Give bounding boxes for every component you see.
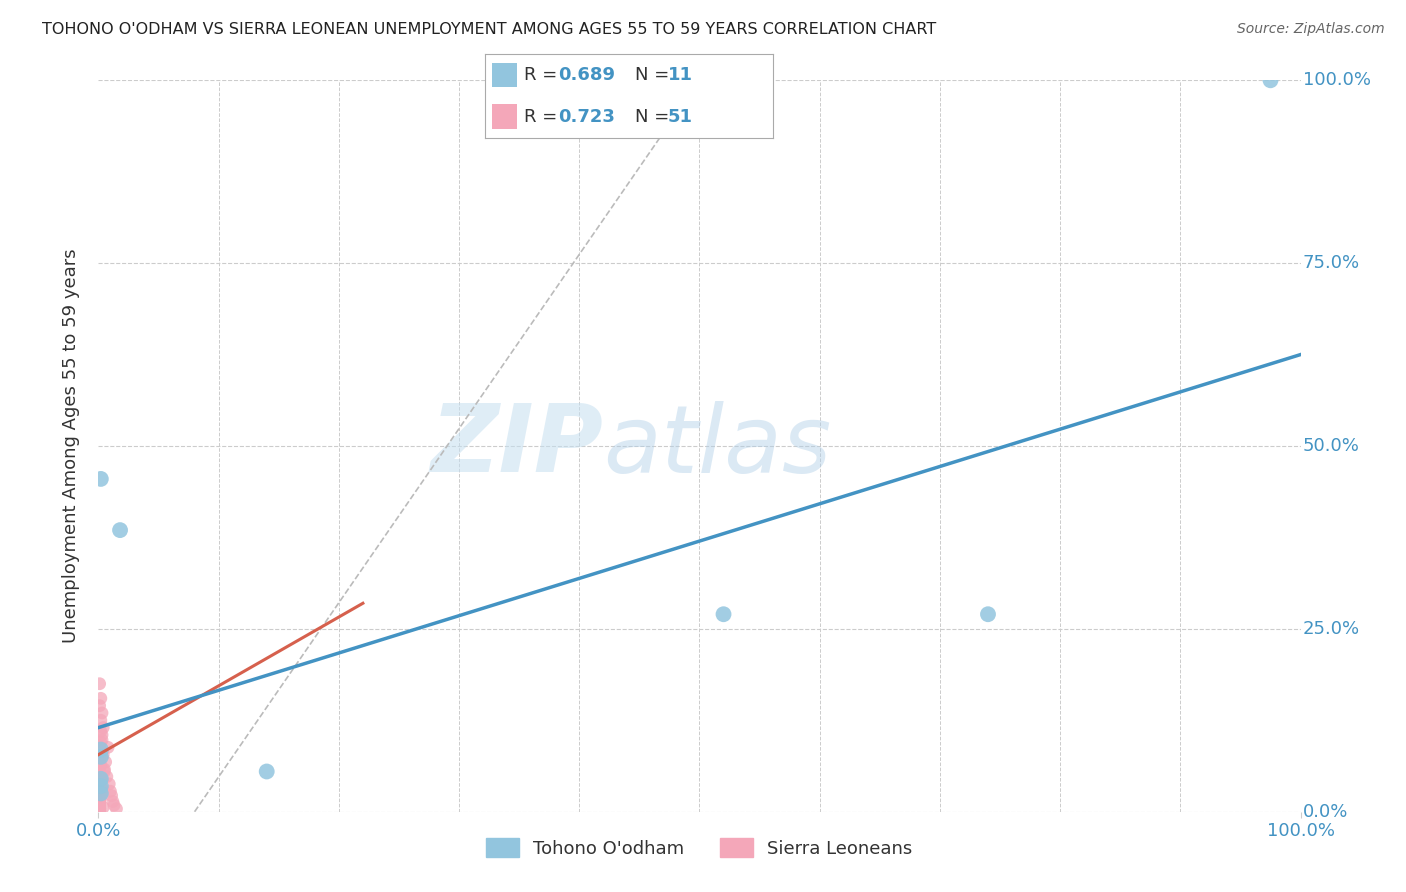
Point: [90, 780, 112, 794]
Point: [90, 742, 112, 756]
Legend: Tohono O'odham, Sierra Leoneans: Tohono O'odham, Sierra Leoneans: [479, 830, 920, 865]
Point: [89, 698, 111, 713]
Point: [91, 728, 114, 742]
Bar: [492, 104, 517, 129]
Point: [90, 749, 112, 764]
Text: Source: ZipAtlas.com: Source: ZipAtlas.com: [1237, 22, 1385, 37]
Point: [90, 772, 112, 786]
Point: [90, 724, 112, 739]
Text: N =: N =: [636, 108, 675, 126]
Point: [90, 691, 112, 706]
Point: [89, 789, 111, 803]
Y-axis label: Unemployment Among Ages 55 to 59 years: Unemployment Among Ages 55 to 59 years: [62, 249, 80, 643]
Point: [89, 792, 111, 806]
Point: [100, 784, 122, 798]
Point: [89, 787, 111, 801]
Point: [91, 733, 114, 747]
Point: [91, 782, 114, 797]
Point: [90, 714, 112, 728]
Point: [89, 754, 111, 768]
Point: [90, 770, 112, 784]
Point: [90, 472, 112, 486]
Point: [90, 758, 112, 772]
Point: [90, 787, 112, 801]
Point: [90, 735, 112, 749]
Point: [89, 799, 111, 814]
Point: [89, 802, 111, 816]
Text: 0.689: 0.689: [558, 66, 616, 84]
Point: [93, 762, 115, 776]
Text: atlas: atlas: [603, 401, 831, 491]
Point: [91, 747, 114, 762]
Point: [89, 762, 111, 776]
Text: R =: R =: [524, 66, 562, 84]
Point: [89, 774, 111, 789]
Point: [89, 794, 111, 808]
Point: [91, 706, 114, 720]
Point: [101, 795, 124, 809]
Text: 75.0%: 75.0%: [1303, 254, 1360, 272]
Point: [89, 801, 111, 815]
Point: [91, 745, 114, 759]
Point: [256, 764, 278, 779]
Point: [94, 755, 117, 769]
Point: [89, 803, 111, 817]
Point: [103, 798, 125, 813]
Point: [89, 804, 111, 818]
Text: 100.0%: 100.0%: [1303, 71, 1371, 89]
Text: N =: N =: [636, 66, 675, 84]
Point: [89, 784, 111, 798]
Point: [89, 803, 111, 817]
Text: 11: 11: [668, 66, 693, 84]
Bar: [492, 62, 517, 87]
Point: [98, 777, 121, 791]
Point: [96, 770, 118, 784]
Text: 0.0%: 0.0%: [1303, 803, 1348, 821]
Point: [89, 749, 111, 764]
Point: [108, 523, 131, 537]
Point: [89, 777, 111, 791]
Text: 50.0%: 50.0%: [1303, 437, 1360, 455]
Point: [105, 802, 128, 816]
Point: [89, 795, 111, 809]
Text: ZIP: ZIP: [430, 400, 603, 492]
Point: [91, 800, 114, 814]
Text: TOHONO O'ODHAM VS SIERRA LEONEAN UNEMPLOYMENT AMONG AGES 55 TO 59 YEARS CORRELAT: TOHONO O'ODHAM VS SIERRA LEONEAN UNEMPLO…: [42, 22, 936, 37]
Point: [977, 607, 1000, 622]
Point: [89, 676, 111, 690]
Point: [93, 764, 115, 779]
Point: [100, 789, 122, 803]
Point: [713, 607, 735, 622]
Point: [90, 790, 112, 805]
Point: [89, 805, 111, 819]
Point: [90, 779, 112, 793]
Point: [89, 798, 111, 813]
Point: [91, 721, 114, 735]
Point: [1260, 73, 1282, 87]
Point: [89, 739, 111, 753]
Text: 0.723: 0.723: [558, 108, 616, 126]
Text: R =: R =: [524, 108, 562, 126]
Point: [89, 766, 111, 780]
Point: [97, 740, 120, 755]
Text: 25.0%: 25.0%: [1303, 620, 1360, 638]
Point: [89, 797, 111, 811]
Text: 51: 51: [668, 108, 693, 126]
